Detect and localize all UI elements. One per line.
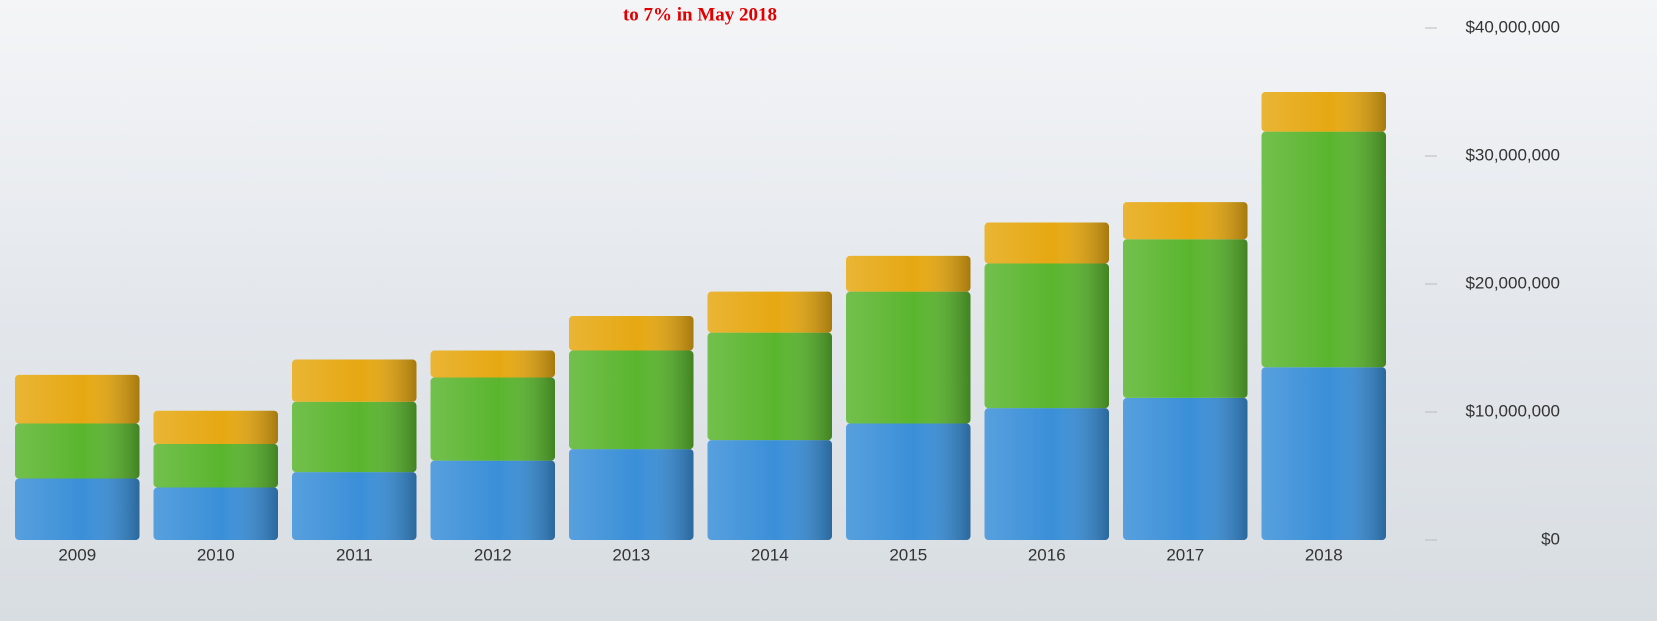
bar-shade (984, 263, 1109, 409)
x-tick-label: 2018 (1305, 545, 1343, 564)
bar-shade (569, 449, 694, 540)
x-tick-label: 2015 (889, 545, 927, 564)
x-tick-label: 2009 (58, 545, 96, 564)
x-tick-label: 2012 (474, 545, 512, 564)
y-tick-label: $40,000,000 (1465, 17, 1560, 36)
bar-shade (15, 374, 140, 424)
x-tick-label: 2011 (336, 545, 373, 564)
bar-shade (569, 316, 694, 351)
bar-shade (1261, 367, 1386, 540)
bar-shade (153, 444, 278, 488)
x-tick-label: 2014 (751, 545, 789, 564)
bar-shade (1123, 239, 1248, 398)
y-tick-label: $20,000,000 (1465, 273, 1560, 292)
y-tick-label: $10,000,000 (1465, 401, 1560, 420)
bar-shade (846, 291, 971, 424)
chart-subtitle: to 7% in May 2018 (623, 4, 777, 25)
bar-shade (292, 472, 417, 540)
x-tick-label: 2016 (1028, 545, 1066, 564)
bar-shade (153, 487, 278, 540)
bar-shade (707, 440, 832, 540)
bar-shade (846, 423, 971, 540)
bar-shade (1261, 131, 1386, 368)
bar-shade (1123, 202, 1248, 240)
x-tick-label: 2010 (197, 545, 235, 564)
x-tick-label: 2017 (1166, 545, 1204, 564)
bar-shade (292, 359, 417, 402)
bar-shade (707, 332, 832, 441)
bar-shade (569, 350, 694, 450)
bar-shade (292, 401, 417, 473)
bar-shade (153, 410, 278, 444)
bar-shade (1261, 92, 1386, 132)
bar-shade (846, 255, 971, 292)
bar-shade (430, 460, 555, 540)
bar-shade (984, 222, 1109, 264)
bar-shade (15, 478, 140, 540)
y-tick-label: $30,000,000 (1465, 145, 1560, 164)
y-tick-label: $0 (1541, 529, 1560, 548)
bar-shade (430, 350, 555, 378)
bar-shade (1123, 397, 1248, 540)
bar-shade (15, 423, 140, 479)
bar-shade (430, 377, 555, 461)
bar-shade (984, 408, 1109, 540)
x-tick-label: 2013 (612, 545, 650, 564)
bar-shade (707, 291, 832, 333)
